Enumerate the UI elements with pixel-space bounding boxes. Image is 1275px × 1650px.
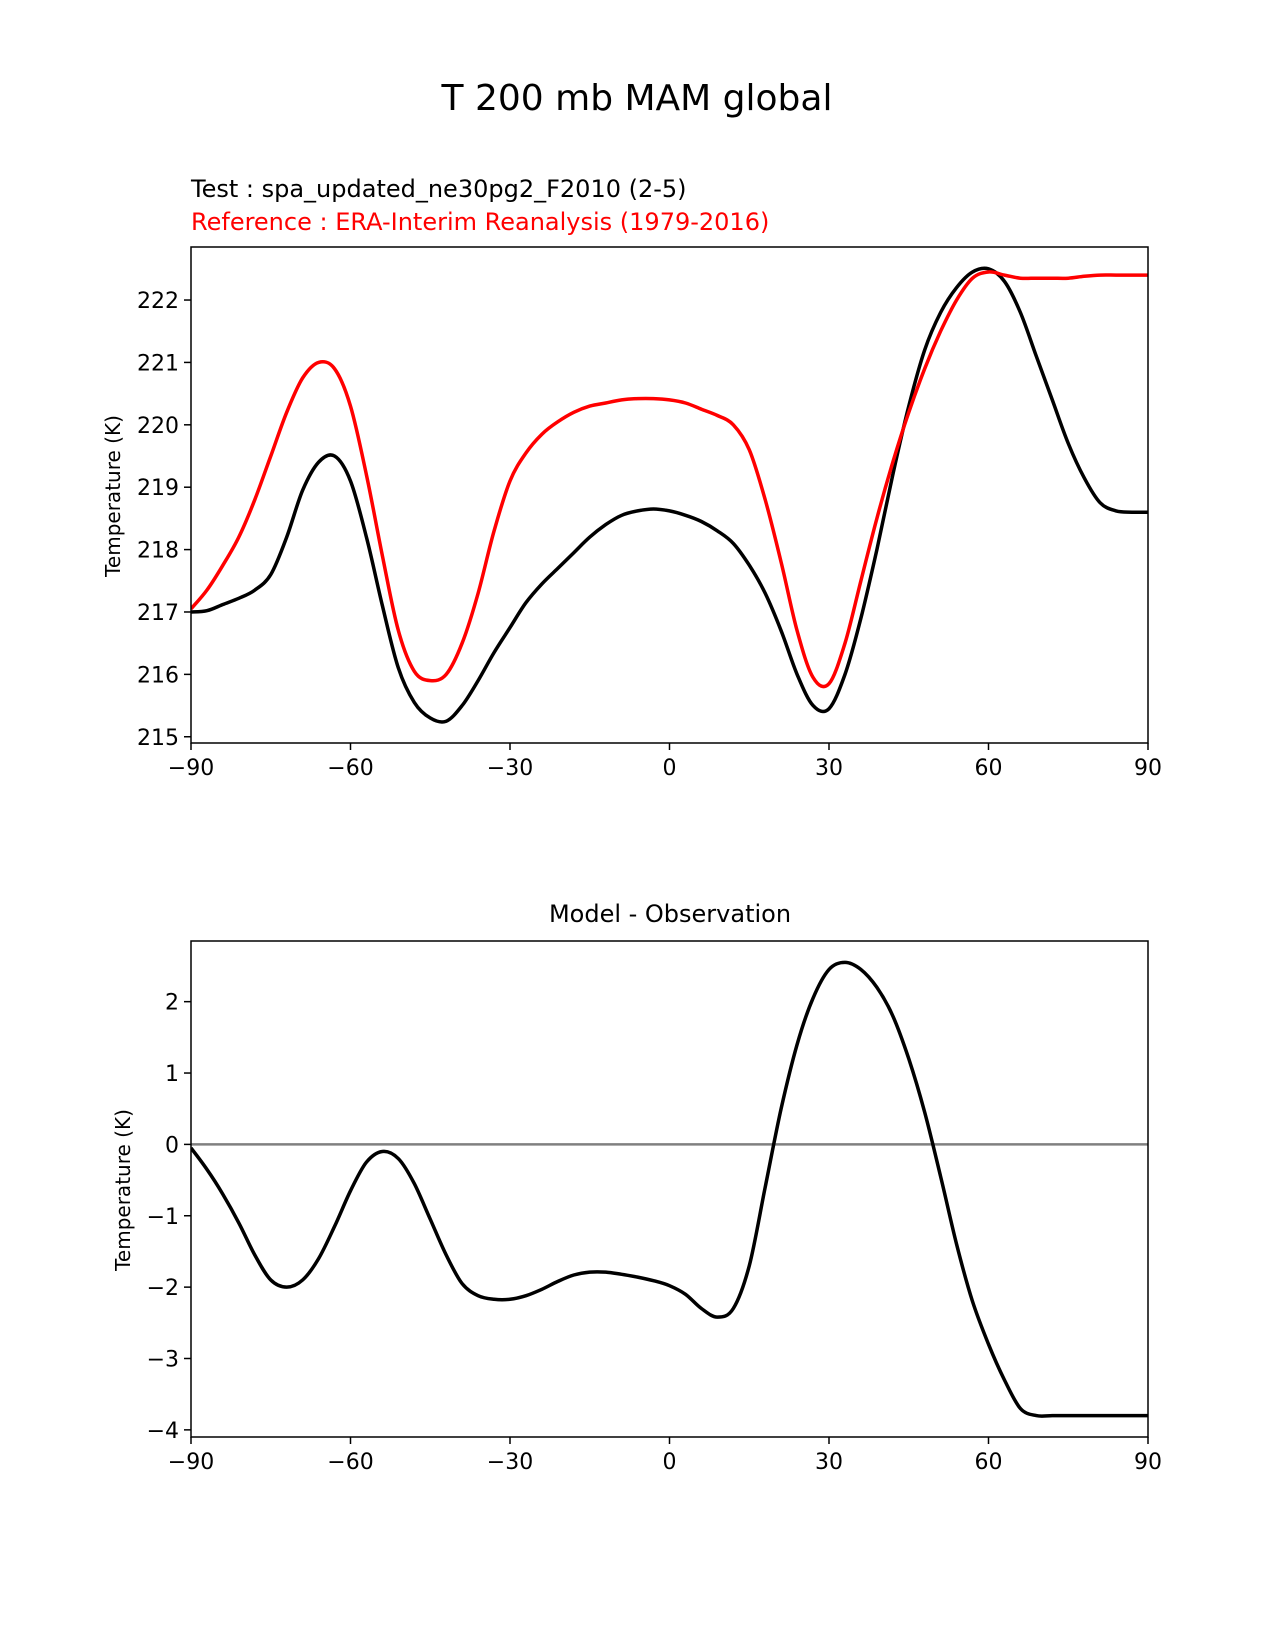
bottom-y-axis-label: Temperature (K) [111,1109,135,1272]
bottom-y-tick-label: −4 [147,1419,179,1444]
bottom-x-tick-label: −30 [487,1450,533,1475]
bottom-panel: Model - Observation Temperature (K) −90−… [111,900,1162,1475]
top-x-tick-label: 30 [815,756,843,781]
top-series-line-0 [191,266,1148,724]
bottom-y-tick-label: 0 [165,1133,179,1158]
difference-title: Model - Observation [549,900,791,928]
top-x-tick-label: 0 [663,756,677,781]
test-label: Test : spa_updated_ne30pg2_F2010 (2-5) [190,175,687,203]
bottom-y-tick-label: −3 [147,1347,179,1372]
bottom-y-tick-label: −1 [147,1205,179,1230]
top-series-line-1 [191,270,1148,689]
top-y-tick-label: 219 [137,476,179,501]
top-y-tick-label: 215 [137,726,179,751]
bottom-x-tick-label: 0 [663,1450,677,1475]
bottom-x-tick-label: 90 [1134,1450,1162,1475]
bottom-y-tick-label: 2 [165,991,179,1016]
top-axes-frame [190,246,1149,744]
bottom-plot-area: −90 −60 −30 0 30 60 90 −4 −3 −2 −1 0 1 2 [147,940,1162,1475]
bottom-x-tick-label: 60 [975,1450,1003,1475]
bottom-y-tick-label: −2 [147,1276,179,1301]
top-x-tick-label: −90 [168,756,214,781]
top-x-tick-label: −30 [487,756,533,781]
top-plot-area: −90 −60 −30 0 30 60 90 215 216 217 218 219 220 221 222 [137,246,1162,781]
bottom-x-tick-label: −90 [168,1450,214,1475]
top-y-tick-label: 218 [137,539,179,564]
top-y-tick-label: 216 [137,663,179,688]
top-y-tick-label: 221 [137,351,179,376]
top-y-tick-label: 220 [137,414,179,439]
top-y-axis-label: Temperature (K) [101,415,125,578]
top-x-tick-label: −60 [327,756,373,781]
bottom-axes-frame [190,940,1149,1438]
bottom-y-tick-label: 1 [165,1062,179,1087]
bottom-x-tick-label: 30 [815,1450,843,1475]
bottom-series-line-0 [191,960,1148,1418]
figure-title: T 200 mb MAM global [441,78,833,119]
reference-label: Reference : ERA-Interim Reanalysis (1979… [191,208,769,236]
bottom-x-tick-label: −60 [327,1450,373,1475]
top-y-tick-label: 217 [137,601,179,626]
top-x-tick-label: 90 [1134,756,1162,781]
top-x-tick-label: 60 [975,756,1003,781]
top-panel: Test : spa_updated_ne30pg2_F2010 (2-5) R… [101,175,1162,781]
top-y-tick-label: 222 [137,289,179,314]
